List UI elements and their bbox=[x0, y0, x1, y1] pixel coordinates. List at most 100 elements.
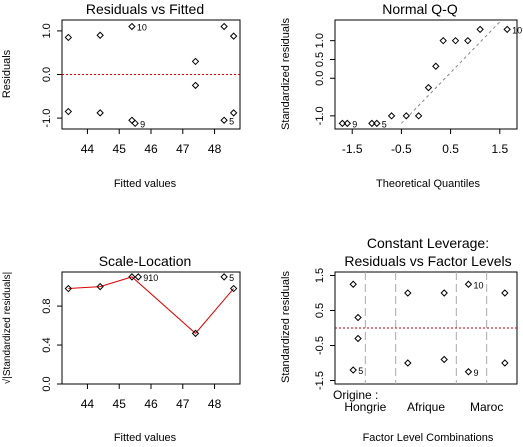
data-point bbox=[440, 355, 448, 364]
x-tick-label: -0.5 bbox=[391, 142, 412, 156]
data-point bbox=[439, 36, 447, 45]
data-point bbox=[229, 109, 238, 117]
x-tick-label: 0.5 bbox=[442, 142, 459, 156]
data-point bbox=[229, 284, 238, 293]
point-label: 5 bbox=[229, 116, 234, 126]
data-point bbox=[134, 273, 142, 281]
data-point bbox=[373, 119, 381, 128]
y-tick-label: 0.0 bbox=[41, 376, 53, 391]
y-tick-label: -1.5 bbox=[314, 371, 326, 390]
x-tick-label: -1.5 bbox=[342, 142, 363, 156]
data-point bbox=[191, 329, 200, 338]
data-point bbox=[424, 83, 433, 92]
plot-frame bbox=[61, 271, 241, 385]
x-tick-label: 45 bbox=[113, 142, 127, 156]
y-axis-label: Residuals bbox=[1, 49, 13, 98]
panel-title: Residuals vs Fitted bbox=[86, 1, 204, 17]
data-point bbox=[128, 273, 136, 281]
data-point bbox=[387, 112, 396, 120]
point-label: 10 bbox=[512, 25, 522, 35]
panel-title: Normal Q-Q bbox=[382, 1, 458, 17]
smoother-line bbox=[68, 276, 235, 335]
point-label: 5 bbox=[358, 366, 363, 376]
category-label: Hongrie bbox=[344, 400, 386, 414]
data-point bbox=[402, 112, 411, 120]
x-axis-label: Theoretical Quantiles bbox=[376, 178, 480, 190]
x-tick-label: 48 bbox=[208, 397, 222, 411]
plot-frame bbox=[334, 19, 518, 130]
point-label: 9 bbox=[352, 119, 357, 129]
data-point bbox=[349, 366, 357, 374]
data-point bbox=[191, 81, 200, 90]
x-tick-label: 47 bbox=[176, 142, 190, 156]
data-point bbox=[128, 22, 136, 31]
data-point bbox=[64, 107, 73, 116]
y-axis-label: √|Standardized residuals| bbox=[1, 272, 13, 384]
data-point bbox=[64, 33, 73, 42]
x-axis-label: Fitted values bbox=[114, 432, 177, 444]
data-point bbox=[451, 36, 460, 45]
x-tick-label: 44 bbox=[81, 142, 95, 156]
data-point bbox=[503, 25, 511, 34]
y-tick-label: 1.0 bbox=[41, 23, 53, 38]
data-point bbox=[354, 313, 362, 322]
point-label: 10 bbox=[473, 280, 483, 290]
qq-reference-line bbox=[401, 21, 501, 124]
data-point bbox=[229, 32, 238, 40]
y-tick-label: -1.0 bbox=[314, 106, 326, 125]
data-point bbox=[220, 22, 228, 31]
data-point bbox=[464, 280, 473, 288]
y-tick-label: 1.0 bbox=[314, 33, 326, 48]
factor-prefix-label: Origine : bbox=[333, 388, 378, 402]
data-point bbox=[64, 284, 73, 293]
x-axis-label: Fitted values bbox=[114, 178, 177, 190]
data-point bbox=[354, 334, 362, 343]
data-point bbox=[404, 359, 412, 367]
data-point bbox=[501, 359, 509, 367]
x-tick-label: 48 bbox=[208, 142, 222, 156]
data-point bbox=[96, 282, 104, 291]
category-label: Maroc bbox=[470, 400, 503, 414]
data-point bbox=[476, 25, 484, 34]
data-point bbox=[501, 289, 509, 297]
category-label: Afrique bbox=[407, 400, 445, 414]
x-axis-label: Factor Level Combinations bbox=[363, 432, 494, 444]
data-point bbox=[220, 116, 228, 124]
x-tick-label: 46 bbox=[144, 397, 158, 411]
y-tick-label: -0.5 bbox=[314, 336, 326, 355]
x-tick-label: 46 bbox=[144, 142, 158, 156]
data-point bbox=[414, 112, 423, 120]
data-point bbox=[440, 289, 448, 297]
data-point bbox=[220, 273, 228, 281]
data-point bbox=[96, 31, 104, 39]
y-tick-label: 0.0 bbox=[41, 67, 53, 82]
residuals-vs-fitted-panel: Residuals vs Fitted Fitted values Residu… bbox=[1, 1, 241, 190]
point-label: 910 bbox=[143, 273, 158, 283]
y-axis-label: Standardized residuals bbox=[280, 18, 292, 130]
x-tick-label: 44 bbox=[81, 397, 95, 411]
data-point bbox=[368, 119, 376, 128]
data-point bbox=[464, 36, 472, 45]
y-axis-label: Standardized residuals bbox=[280, 271, 292, 383]
data-point bbox=[404, 289, 412, 297]
data-point bbox=[191, 57, 200, 66]
y-tick-label: 0.5 bbox=[314, 52, 326, 67]
normal-qq-panel: Normal Q-Q Theoretical Quantiles Standar… bbox=[280, 1, 522, 190]
point-label: 9 bbox=[473, 368, 478, 378]
x-tick-label: 45 bbox=[113, 397, 127, 411]
panel-subtitle: Residuals vs Factor Levels bbox=[344, 253, 511, 269]
data-point bbox=[343, 119, 352, 128]
y-tick-label: 0.8 bbox=[41, 298, 53, 313]
data-point bbox=[349, 280, 357, 288]
data-point bbox=[338, 119, 347, 128]
point-label: 9 bbox=[140, 119, 145, 129]
x-tick-label: 47 bbox=[176, 397, 190, 411]
y-tick-label: 0.4 bbox=[41, 337, 53, 352]
point-label: 10 bbox=[137, 23, 147, 33]
panel-title: Constant Leverage: bbox=[367, 235, 489, 251]
y-tick-label: 1.5 bbox=[314, 268, 326, 283]
data-point bbox=[128, 116, 136, 124]
y-tick-label: 0.5 bbox=[314, 303, 326, 318]
panel-title: Scale-Location bbox=[99, 253, 192, 269]
